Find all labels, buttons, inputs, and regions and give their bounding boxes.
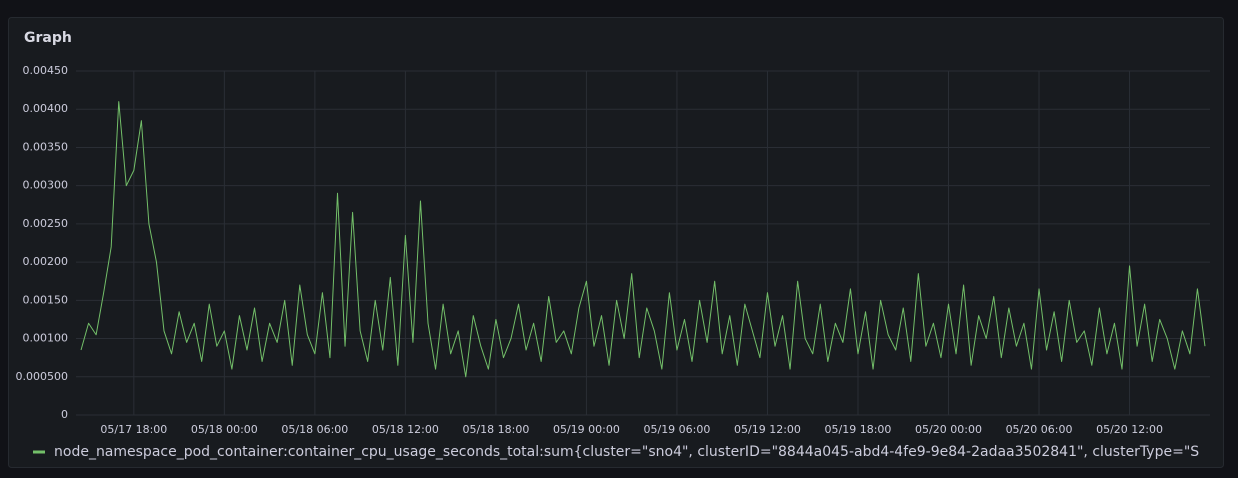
x-tick-label: 05/18 06:00 <box>281 423 348 436</box>
x-tick-label: 05/17 18:00 <box>100 423 167 436</box>
y-tick-label: 0.00100 <box>23 332 69 345</box>
x-tick-label: 05/19 00:00 <box>553 423 620 436</box>
y-tick-label: 0.000500 <box>16 370 69 383</box>
y-tick-label: 0.00150 <box>23 293 69 306</box>
x-tick-label: 05/18 12:00 <box>372 423 439 436</box>
y-tick-label: 0.00450 <box>23 64 69 77</box>
legend-label: node_namespace_pod_container:container_c… <box>54 444 1199 460</box>
x-tick-label: 05/20 12:00 <box>1096 423 1163 436</box>
x-tick-label: 05/19 18:00 <box>825 423 892 436</box>
y-tick-label: 0.00250 <box>23 217 69 230</box>
x-tick-label: 05/18 00:00 <box>191 423 258 436</box>
panel <box>8 17 1224 468</box>
plot-layer: 0 0.000500 0.00100 0.00150 0.00200 0.00250 0.0… <box>16 64 1210 460</box>
series-line <box>80 101 1206 378</box>
y-tick-label: 0 <box>61 408 68 421</box>
x-tick-label: 05/19 12:00 <box>734 423 801 436</box>
y-tick-label: 0.00200 <box>23 255 69 268</box>
x-tick-label: 05/18 18:00 <box>462 423 529 436</box>
x-tick-label: 05/20 06:00 <box>1006 423 1073 436</box>
x-tick-label: 05/19 06:00 <box>643 423 710 436</box>
y-tick-label: 0.00400 <box>23 102 69 115</box>
x-tick-label: 05/20 00:00 <box>915 423 982 436</box>
y-tick-label: 0.00350 <box>23 140 69 153</box>
y-tick-label: 0.00300 <box>23 179 69 192</box>
panel-title: Graph <box>24 30 72 46</box>
